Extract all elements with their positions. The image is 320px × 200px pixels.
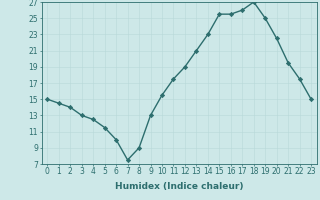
X-axis label: Humidex (Indice chaleur): Humidex (Indice chaleur) <box>115 182 244 191</box>
